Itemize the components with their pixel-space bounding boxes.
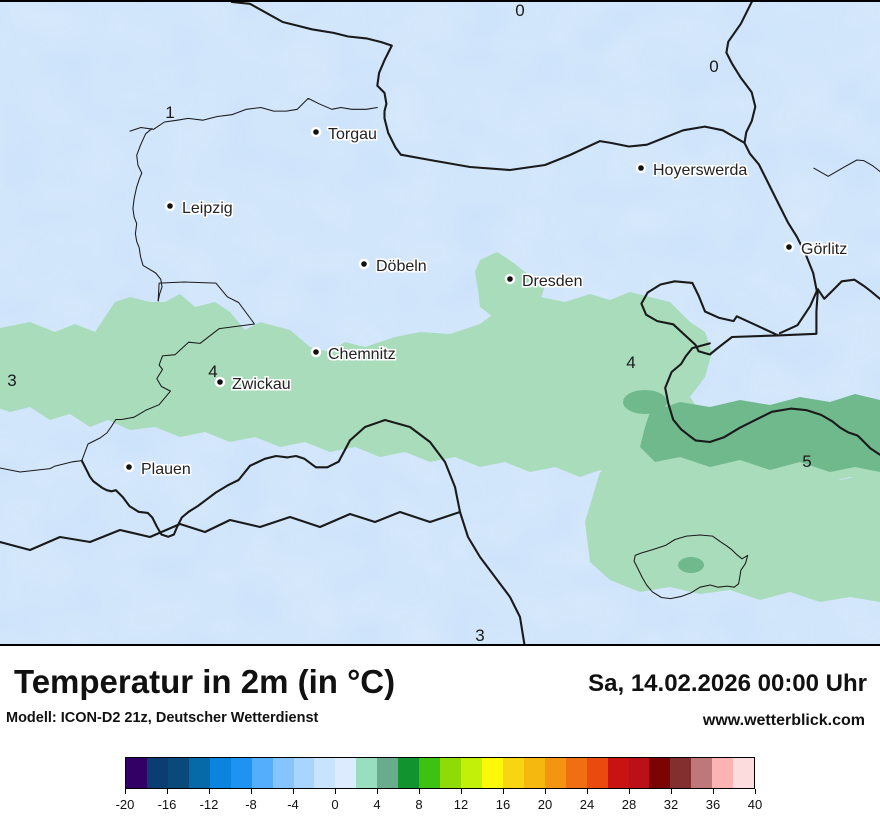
svg-text:Torgau: Torgau (328, 126, 377, 143)
svg-text:5: 5 (802, 452, 811, 471)
svg-text:4: 4 (208, 362, 217, 381)
svg-text:0: 0 (515, 2, 524, 20)
svg-text:4: 4 (626, 353, 635, 372)
svg-text:3: 3 (475, 626, 484, 645)
svg-text:Leipzig: Leipzig (182, 200, 233, 217)
svg-text:Zwickau: Zwickau (232, 376, 291, 393)
svg-text:Döbeln: Döbeln (376, 258, 427, 275)
svg-text:Hoyerswerda: Hoyerswerda (653, 162, 747, 179)
svg-text:Dresden: Dresden (522, 273, 582, 290)
svg-text:Görlitz: Görlitz (801, 241, 847, 258)
svg-text:Plauen: Plauen (141, 461, 191, 478)
svg-text:3: 3 (7, 371, 16, 390)
svg-text:0: 0 (709, 57, 718, 76)
svg-text:1: 1 (165, 103, 174, 122)
svg-text:Chemnitz: Chemnitz (328, 346, 396, 363)
